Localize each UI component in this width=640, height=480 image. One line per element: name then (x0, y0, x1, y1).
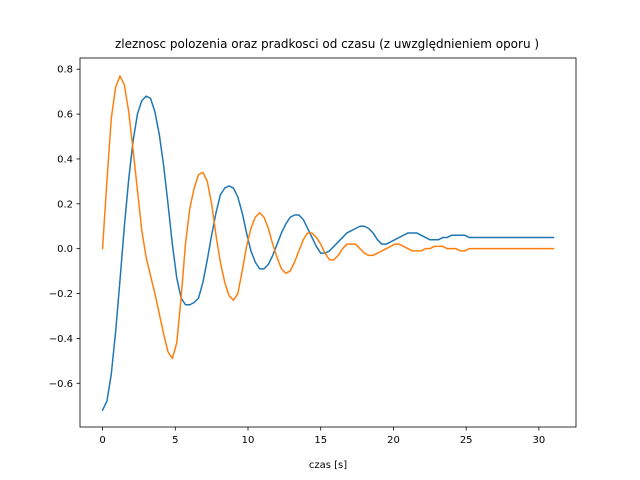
y-tick-label: 0.6 (57, 110, 73, 121)
series-line-2 (101, 75, 555, 360)
plot-area (79, 57, 577, 428)
y-tick-label: −0.4 (49, 334, 73, 345)
x-axis: 0 5 10 15 20 25 30 (99, 427, 545, 446)
x-tick-label: 0 (99, 435, 105, 446)
x-tick-label: 15 (314, 435, 327, 446)
x-tick-label: 30 (533, 435, 546, 446)
axes-background (80, 58, 576, 427)
x-tick-label: 25 (460, 435, 473, 446)
y-tick-label: 0.8 (57, 65, 73, 76)
x-tick-label: 10 (242, 435, 255, 446)
y-tick-label: 0.0 (57, 244, 73, 255)
x-axis-label: czas [s] (309, 460, 347, 471)
x-tick-label: 20 (387, 435, 400, 446)
series-layer (101, 75, 555, 412)
y-tick-label: −0.6 (49, 379, 73, 390)
y-tick-label: 0.2 (57, 199, 73, 210)
y-axis: −0.6 −0.4 −0.2 0.0 0.2 0.4 0.6 0.8 (49, 65, 80, 390)
axes-frame (79, 57, 577, 428)
chart-title: zleznosc polozenia oraz pradkosci od cza… (115, 37, 539, 51)
y-tick-label: −0.2 (49, 289, 73, 300)
x-tick-label: 5 (172, 435, 178, 446)
y-tick-label: 0.4 (57, 154, 73, 165)
series-line-1 (101, 95, 555, 412)
